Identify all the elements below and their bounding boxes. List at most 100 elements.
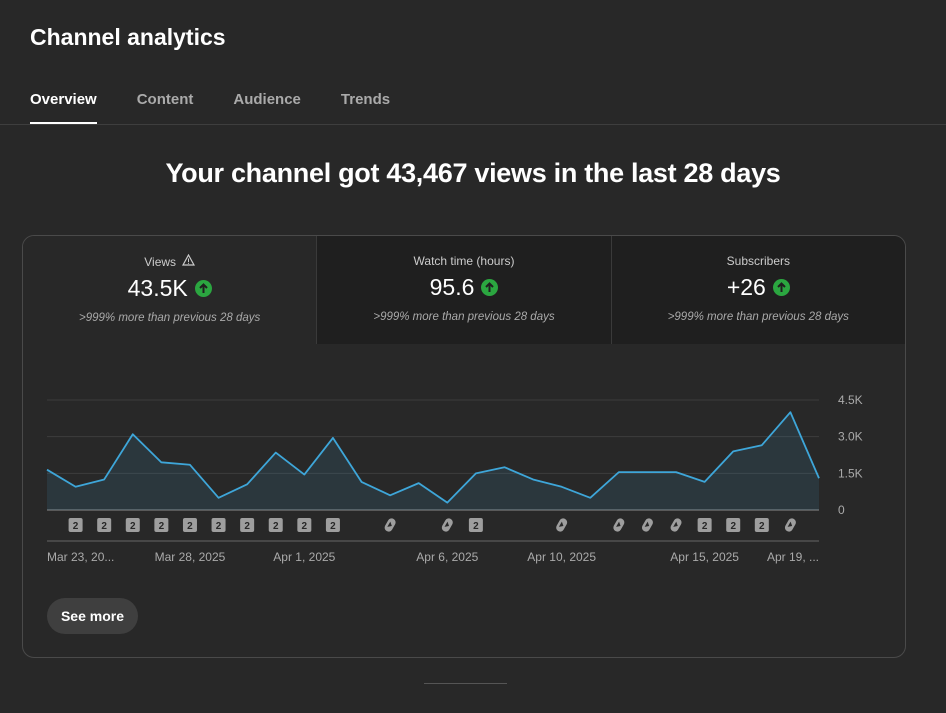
data-point xyxy=(102,477,106,481)
marker-count: 2 xyxy=(730,521,736,532)
marker-box xyxy=(268,518,283,532)
shorts-play xyxy=(787,521,793,527)
metric-views-comparison: >999% more than previous 28 days xyxy=(79,312,261,324)
shorts-play xyxy=(387,521,392,527)
shorts-play xyxy=(558,521,564,527)
shorts-play xyxy=(616,521,621,527)
video-count-marker: 2 xyxy=(125,518,140,532)
video-count-marker: 2 xyxy=(268,518,283,532)
marker-box xyxy=(697,518,712,532)
video-count-marker: 2 xyxy=(211,518,226,532)
video-count-marker: 2 xyxy=(754,518,769,532)
data-point xyxy=(502,465,506,469)
data-point xyxy=(731,449,735,453)
video-count-marker: 2 xyxy=(297,518,312,532)
metric-views-value: 43.5K xyxy=(127,275,188,301)
warning-icon[interactable] xyxy=(182,253,196,269)
data-point xyxy=(674,470,678,474)
data-point xyxy=(645,470,649,474)
marker-count: 2 xyxy=(130,521,136,532)
data-point xyxy=(388,493,392,497)
marker-count: 2 xyxy=(101,521,107,532)
x-tick-label: Apr 6, 2025 xyxy=(416,550,478,564)
marker-box xyxy=(125,518,140,532)
marker-box xyxy=(97,518,112,532)
shorts-play xyxy=(644,521,650,527)
metric-views-label: Views xyxy=(144,254,177,269)
shorts-play xyxy=(673,521,678,527)
data-point xyxy=(331,436,335,440)
marker-count: 2 xyxy=(187,521,193,532)
video-count-marker: 2 xyxy=(97,518,112,532)
x-tick-label: Apr 10, 2025 xyxy=(527,550,596,564)
x-tick-label: Apr 19, ... xyxy=(767,550,819,564)
metric-subscribers-label: Subscribers xyxy=(726,254,790,268)
data-point xyxy=(703,480,707,484)
tab-trends[interactable]: Trends xyxy=(340,91,391,108)
data-point xyxy=(617,470,621,474)
marker-count: 2 xyxy=(330,521,336,532)
marker-count: 2 xyxy=(273,521,279,532)
arrow-up-icon xyxy=(481,279,499,296)
metric-watch-time[interactable]: Watch time (hours) 95.6 >999% more than … xyxy=(316,236,611,344)
marker-box xyxy=(754,518,769,532)
x-tick-label: Mar 28, 2025 xyxy=(155,550,226,564)
tab-overview[interactable]: Overview xyxy=(30,91,97,124)
data-point xyxy=(817,476,821,480)
video-count-marker: 2 xyxy=(468,518,483,532)
data-point xyxy=(131,432,135,436)
video-count-marker: 2 xyxy=(182,518,197,532)
metric-subscribers-comparison: >999% more than previous 28 days xyxy=(667,311,849,323)
data-point xyxy=(760,443,764,447)
tab-audience[interactable]: Audience xyxy=(233,91,301,108)
marker-count: 2 xyxy=(473,521,479,532)
data-point xyxy=(560,485,564,489)
data-point xyxy=(217,496,221,500)
page-title: Channel analytics xyxy=(30,24,226,50)
shorts-icon xyxy=(670,518,682,532)
tab-divider xyxy=(0,124,946,125)
metric-subscribers-value-row: +26 xyxy=(612,274,905,301)
marker-count: 2 xyxy=(73,521,79,532)
shorts-icon xyxy=(441,518,453,532)
marker-count: 2 xyxy=(302,521,308,532)
data-point xyxy=(302,473,306,477)
tab-content[interactable]: Content xyxy=(136,91,194,108)
x-tick-label: Mar 23, 20... xyxy=(47,550,114,564)
video-count-marker: 2 xyxy=(726,518,741,532)
data-point xyxy=(159,460,163,464)
marker-count: 2 xyxy=(702,521,708,532)
metric-watch-time-comparison: >999% more than previous 28 days xyxy=(373,311,555,323)
metric-views-value-row: 43.5K xyxy=(23,275,316,302)
shorts-icon xyxy=(613,518,625,532)
metric-subscribers[interactable]: Subscribers +26 >999% more than previous… xyxy=(610,236,905,344)
views-chart[interactable]: 4.5K 3.0K 1.5K 0 2 2 2 2 2 2 2 2 2 2 2 2 2 2 Mar 23, 20...… xyxy=(23,344,905,594)
see-more-button[interactable]: See more xyxy=(47,598,138,634)
y-tick-label: 0 xyxy=(838,503,845,517)
marker-box xyxy=(325,518,340,532)
data-point xyxy=(360,480,364,484)
scrollbar[interactable] xyxy=(424,683,507,684)
shorts-icon xyxy=(784,518,796,532)
x-tick-label: Apr 15, 2025 xyxy=(670,550,739,564)
metric-views-label-row: Views xyxy=(23,253,316,269)
marker-box xyxy=(182,518,197,532)
marker-box xyxy=(726,518,741,532)
metric-watch-time-label: Watch time (hours) xyxy=(413,254,515,268)
shorts-icon xyxy=(384,518,396,532)
video-count-marker: 2 xyxy=(697,518,712,532)
video-count-marker: 2 xyxy=(68,518,83,532)
marker-count: 2 xyxy=(244,521,250,532)
marker-count: 2 xyxy=(159,521,165,532)
views-line xyxy=(46,411,820,504)
data-point xyxy=(274,451,278,455)
metric-views[interactable]: Views 43.5K >999% more than previous 28 … xyxy=(23,236,317,344)
data-point xyxy=(474,471,478,475)
metric-watch-time-value-row: 95.6 xyxy=(317,274,610,301)
video-count-marker: 2 xyxy=(154,518,169,532)
data-point xyxy=(445,501,449,505)
overview-card: Views 43.5K >999% more than previous 28 … xyxy=(22,235,906,658)
data-point xyxy=(788,410,792,414)
arrow-up-icon xyxy=(194,280,212,297)
shorts-icon xyxy=(641,518,653,532)
